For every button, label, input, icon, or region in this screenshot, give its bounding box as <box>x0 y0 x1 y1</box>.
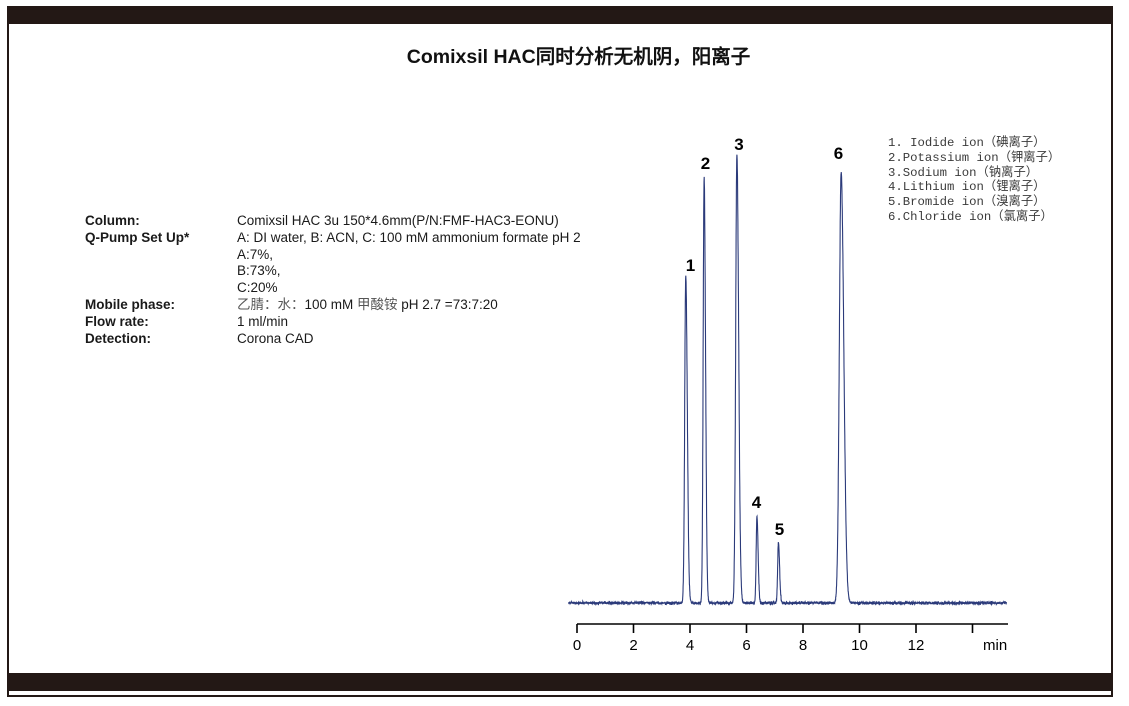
svg-text:3: 3 <box>734 135 743 154</box>
svg-text:4: 4 <box>686 637 694 654</box>
svg-text:min: min <box>983 637 1007 654</box>
svg-text:2: 2 <box>629 637 637 654</box>
svg-text:6: 6 <box>834 144 843 163</box>
svg-text:6: 6 <box>742 637 750 654</box>
svg-text:5: 5 <box>775 520 784 539</box>
svg-text:2: 2 <box>701 154 710 173</box>
svg-text:1: 1 <box>686 256 695 275</box>
svg-text:8: 8 <box>799 637 807 654</box>
svg-text:0: 0 <box>573 637 581 654</box>
svg-text:4: 4 <box>752 493 762 512</box>
svg-text:10: 10 <box>851 637 868 654</box>
svg-text:12: 12 <box>908 637 925 654</box>
